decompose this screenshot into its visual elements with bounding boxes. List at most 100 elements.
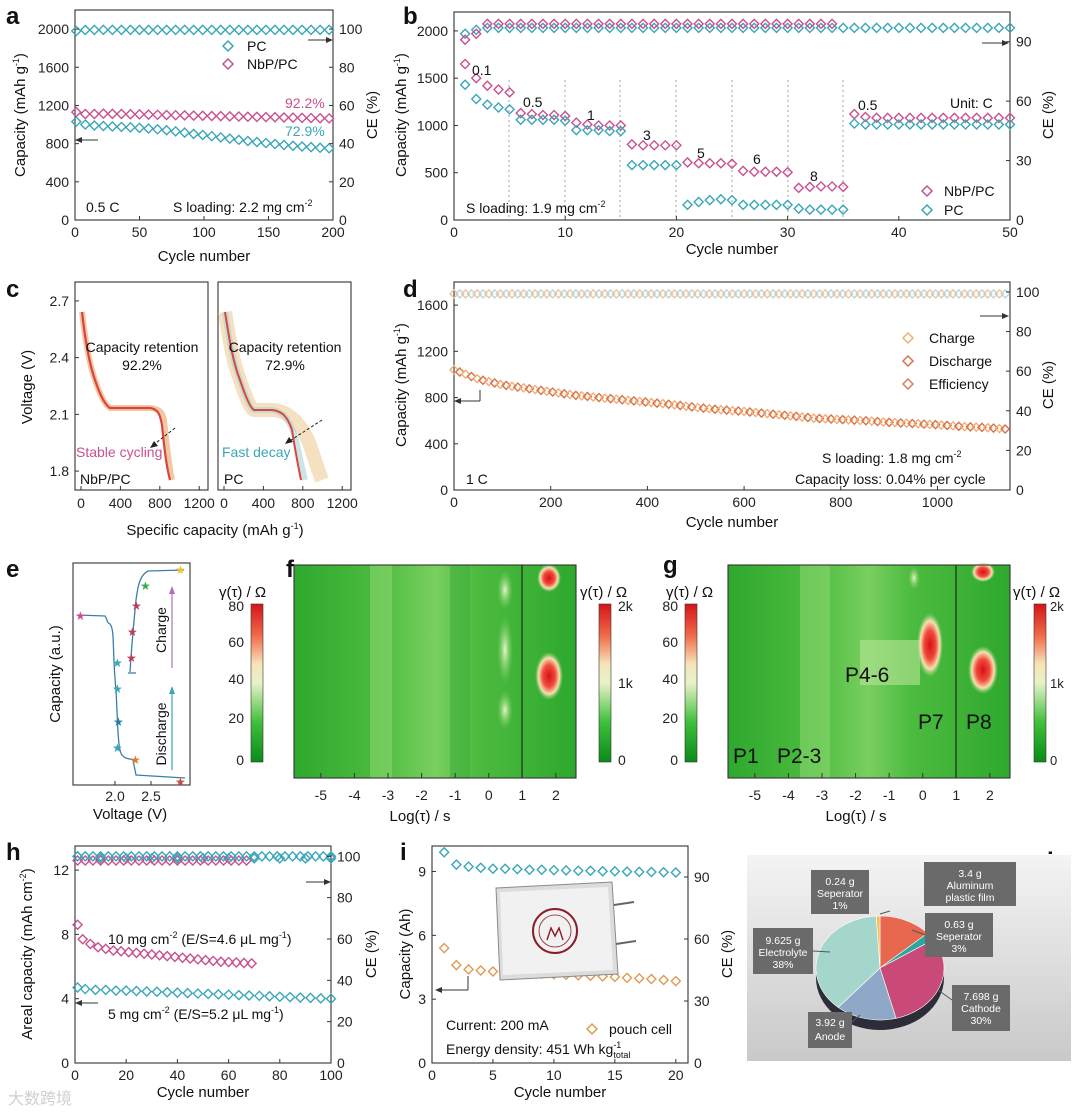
x-tick-label: 60	[221, 1067, 237, 1083]
data-point	[170, 109, 182, 121]
data-point	[670, 975, 682, 987]
ce-point	[466, 288, 477, 299]
xlabel-h: Cycle number	[157, 1084, 250, 1101]
data-point	[570, 390, 581, 401]
ce-point	[657, 288, 668, 299]
data-point	[134, 122, 145, 134]
y-tick-label: 9	[418, 864, 426, 880]
ce-point	[748, 18, 760, 30]
ce-point	[648, 22, 660, 34]
ce-point	[615, 22, 627, 34]
data-point	[993, 119, 1005, 130]
y2-tick-label: 100	[1016, 284, 1040, 300]
x-tick-label: 80	[272, 1067, 288, 1083]
ce-point	[310, 850, 322, 862]
y2-tick-label: 0	[337, 1055, 345, 1071]
plot-frame-e	[72, 562, 191, 786]
xlabel-e: Voltage (V)	[93, 806, 167, 823]
data-point	[626, 159, 638, 171]
legend-nbp-a: NbP/PC	[247, 56, 298, 72]
data-point	[645, 866, 657, 878]
data-point	[182, 987, 194, 999]
data-point	[815, 180, 827, 192]
ce-point	[965, 288, 976, 299]
y-tick-label: 1200	[38, 97, 69, 113]
data-point	[611, 394, 622, 405]
data-point	[1000, 423, 1011, 434]
svg-text:30%: 30%	[970, 1015, 991, 1027]
data-point	[826, 414, 837, 425]
data-point	[188, 110, 200, 122]
ce-point	[501, 288, 512, 299]
ce-point	[750, 288, 761, 299]
ce-point	[594, 288, 605, 299]
data-point	[793, 182, 805, 194]
ce-point	[148, 850, 160, 862]
retention-title-c1: Capacity retention	[86, 339, 199, 355]
peak-p1: P1	[733, 745, 759, 768]
data-point	[134, 108, 145, 120]
ce-point	[762, 288, 773, 299]
data-point	[305, 24, 317, 36]
ce-point	[87, 854, 99, 866]
ce-point	[478, 288, 488, 299]
svg-text:0: 0	[670, 752, 678, 768]
ce-point	[512, 288, 523, 299]
data-point	[693, 157, 705, 169]
data-point	[206, 24, 218, 36]
ce-point	[737, 18, 749, 30]
data-point	[670, 139, 682, 151]
x-tick-label: 0	[220, 495, 228, 511]
data-point	[97, 24, 109, 36]
ce-point	[264, 850, 276, 862]
ce-point	[518, 288, 529, 299]
data-point	[459, 79, 471, 91]
ce-point	[831, 288, 842, 299]
svg-text:Seperator: Seperator	[936, 931, 983, 943]
data-point	[526, 108, 538, 120]
data-point	[913, 418, 924, 429]
y2-tick-label: 60	[1016, 363, 1032, 379]
ce-point	[95, 850, 107, 862]
data-point	[314, 142, 326, 154]
svg-text:2.0: 2.0	[105, 788, 125, 804]
svg-text:80: 80	[228, 598, 244, 614]
x-tick-label: 200	[321, 224, 345, 240]
ce-point	[570, 18, 582, 30]
x-tick-label: 0	[450, 224, 458, 240]
ce-point	[459, 34, 471, 46]
data-point	[179, 24, 191, 36]
ce-point	[576, 288, 587, 299]
data-point	[773, 409, 784, 420]
data-point	[161, 24, 173, 36]
ce-point	[611, 288, 622, 299]
data-point	[597, 865, 609, 877]
ce-point	[95, 854, 107, 866]
y2-tick-label: 60	[339, 97, 355, 113]
data-point	[72, 919, 84, 931]
ce-point	[814, 288, 825, 299]
data-point	[982, 119, 994, 130]
data-point	[859, 111, 871, 123]
data-point	[511, 863, 523, 875]
x-tick-label: 1	[952, 787, 960, 803]
data-point	[487, 863, 499, 875]
data-point	[504, 103, 516, 115]
data-point	[936, 419, 947, 430]
data-point	[305, 992, 317, 1004]
ce-point	[202, 854, 214, 866]
ce-point	[133, 850, 145, 862]
data-point	[793, 203, 805, 215]
ce-point	[924, 288, 935, 299]
rate-label-d: 1 C	[466, 471, 488, 487]
panel-label-d: d	[403, 276, 418, 303]
ylabel-a: Capacity (mAh g-1)	[11, 53, 29, 177]
data-point	[260, 111, 272, 123]
ce-point	[808, 288, 819, 299]
ce-point	[646, 288, 657, 299]
xlabel-c: Specific capacity (mAh g-1)	[126, 521, 303, 539]
colorbar-title-f1: γ(τ) / Ω	[219, 584, 266, 601]
ce-point	[470, 24, 482, 36]
data-point	[501, 380, 512, 391]
ce-point	[993, 22, 1005, 34]
